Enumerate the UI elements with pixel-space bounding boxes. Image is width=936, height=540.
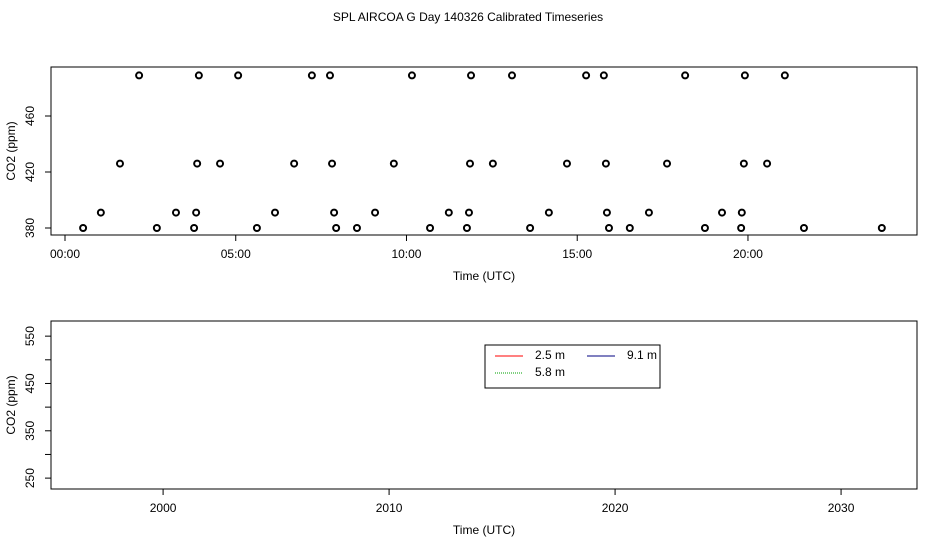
legend-label: 9.1 m — [627, 348, 657, 362]
point — [562, 159, 571, 168]
point — [190, 224, 199, 232]
point — [763, 159, 772, 168]
point — [79, 224, 88, 232]
point — [290, 159, 299, 168]
point — [508, 71, 517, 80]
x-tick-label: 20:00 — [733, 247, 763, 261]
x-axis-label: Time (UTC) — [453, 269, 515, 283]
point — [877, 224, 886, 232]
point — [700, 224, 709, 232]
point — [625, 224, 634, 232]
point — [330, 208, 339, 217]
point — [526, 224, 535, 232]
legend-label: 5.8 m — [535, 365, 565, 379]
point — [681, 71, 690, 80]
point — [544, 208, 553, 217]
point — [467, 71, 476, 80]
point — [582, 71, 591, 80]
point — [216, 159, 225, 168]
point — [444, 208, 453, 217]
plot-frame — [50, 66, 918, 236]
x-tick-label: 2000 — [150, 501, 177, 515]
point — [739, 159, 748, 168]
point — [389, 159, 398, 168]
point — [171, 208, 180, 217]
y-tick-label: 550 — [23, 326, 37, 346]
x-tick-label: 2030 — [828, 501, 855, 515]
point — [780, 71, 789, 80]
y-tick-label: 420 — [23, 162, 37, 182]
point — [352, 224, 361, 232]
point — [371, 208, 380, 217]
point — [602, 208, 611, 217]
x-tick-label: 00:00 — [50, 247, 80, 261]
point — [718, 208, 727, 217]
point — [644, 208, 653, 217]
y-axis-label: CO2 (ppm) — [4, 121, 18, 180]
x-tick-label: 2020 — [602, 501, 629, 515]
y-tick-label: 380 — [23, 218, 37, 238]
x-tick-label: 2010 — [376, 501, 403, 515]
point — [737, 208, 746, 217]
point — [740, 71, 749, 80]
point — [271, 208, 280, 217]
point — [193, 159, 202, 168]
point — [737, 224, 746, 232]
point — [488, 159, 497, 168]
point — [601, 159, 610, 168]
point — [464, 208, 473, 217]
point — [192, 208, 201, 217]
point — [194, 71, 203, 80]
point — [307, 71, 316, 80]
y-tick-label: 450 — [23, 373, 37, 393]
point — [332, 224, 341, 232]
point — [663, 159, 672, 168]
point — [407, 71, 416, 80]
x-tick-label: 05:00 — [221, 247, 251, 261]
y-tick-label: 250 — [23, 468, 37, 488]
plot-frame — [50, 320, 918, 490]
point — [599, 71, 608, 80]
point — [462, 224, 471, 232]
x-tick-label: 15:00 — [562, 247, 592, 261]
y-axis-label: CO2 (ppm) — [4, 375, 18, 434]
point — [465, 159, 474, 168]
y-tick-label: 460 — [23, 106, 37, 126]
point — [115, 159, 124, 168]
point — [135, 71, 144, 80]
x-axis-label: Time (UTC) — [453, 523, 515, 537]
point — [325, 71, 334, 80]
point — [604, 224, 613, 232]
legend-label: 2.5 m — [535, 348, 565, 362]
point — [328, 159, 337, 168]
chart-title: SPL AIRCOA G Day 140326 Calibrated Times… — [333, 10, 603, 24]
x-tick-label: 10:00 — [391, 247, 421, 261]
y-tick-label: 350 — [23, 420, 37, 440]
legend-box — [484, 344, 661, 389]
point — [234, 71, 243, 80]
point — [799, 224, 808, 232]
point — [152, 224, 161, 232]
point — [426, 224, 435, 232]
point — [96, 208, 105, 217]
point — [252, 224, 261, 232]
